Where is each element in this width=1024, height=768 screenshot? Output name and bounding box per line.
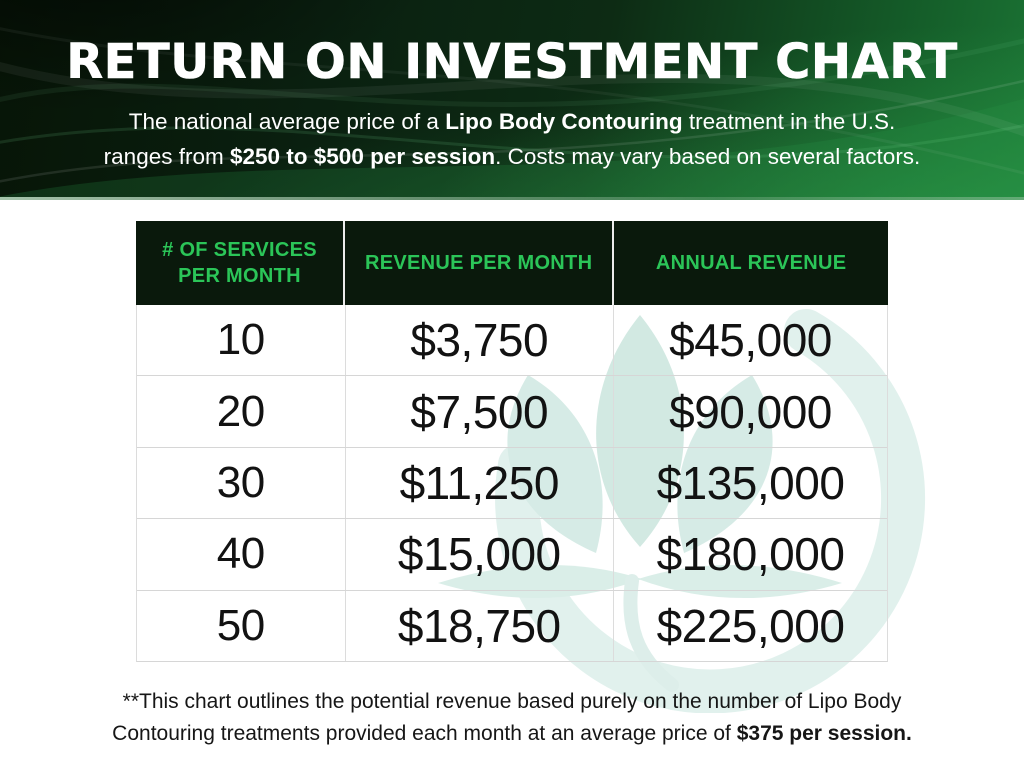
- column-header-services: # OF SERVICES PER MONTH: [136, 221, 346, 305]
- column-header-annual-revenue: ANNUAL REVENUE: [655, 252, 847, 274]
- cell-services: 40: [137, 519, 346, 590]
- hero-banner: RETURN ON INVESTMENT CHART The national …: [0, 0, 1024, 200]
- cell-services: 20: [137, 376, 346, 447]
- wave-pattern-decoration: [0, 27, 1024, 200]
- cell-monthly-revenue: $18,750: [346, 590, 614, 662]
- footnote-line-2: Contouring treatments provided each mont…: [112, 722, 912, 745]
- subtitle-line-1: The national average price of a Lipo Bod…: [128, 109, 896, 134]
- subtitle-bold-treatment: Lipo Body Contouring: [445, 109, 683, 134]
- hero-bottom-edge-divider: [0, 197, 1024, 200]
- footnote: **This chart outlines the potential reve…: [0, 686, 1024, 750]
- cell-monthly-revenue: $11,250: [346, 447, 614, 519]
- table-row: 30 $11,250 $135,000: [137, 447, 887, 520]
- cell-annual-revenue: $180,000: [656, 528, 845, 581]
- cell-annual-revenue: $90,000: [669, 385, 832, 438]
- cell-annual-revenue: $225,000: [656, 599, 845, 652]
- cell-annual-revenue: $45,000: [669, 314, 832, 367]
- footnote-line-1: **This chart outlines the potential reve…: [122, 690, 902, 713]
- cell-services: 50: [137, 590, 346, 662]
- subtitle-bold-price-range: $250 to $500 per session: [229, 144, 496, 169]
- table-body: 10 $3,750 $45,000 20 $7,500 $90,000 30 $…: [136, 305, 888, 662]
- table-header-row: # OF SERVICES PER MONTH REVENUE PER MONT…: [136, 221, 888, 305]
- page-subtitle: The national average price of a Lipo Bod…: [0, 104, 1024, 174]
- cell-annual-revenue: $135,000: [656, 457, 845, 510]
- cell-monthly-revenue: $3,750: [346, 305, 614, 376]
- table-row: 50 $18,750 $225,000: [137, 590, 887, 662]
- table-row: 10 $3,750 $45,000: [137, 305, 887, 377]
- cell-monthly-revenue: $15,000: [346, 519, 614, 590]
- column-header-monthly-revenue: REVENUE PER MONTH: [345, 221, 615, 305]
- subtitle-line-2: ranges from $250 to $500 per session. Co…: [103, 144, 921, 169]
- footnote-bold-average-price: $375 per session.: [736, 722, 912, 745]
- page-title: RETURN ON INVESTMENT CHART: [66, 34, 958, 91]
- table-row: 20 $7,500 $90,000: [137, 376, 887, 448]
- table-row: 40 $15,000 $180,000: [137, 519, 887, 591]
- roi-table: # OF SERVICES PER MONTH REVENUE PER MONT…: [136, 221, 888, 662]
- cell-services: 10: [137, 305, 346, 376]
- cell-monthly-revenue: $7,500: [346, 376, 614, 447]
- cell-services: 30: [137, 447, 346, 519]
